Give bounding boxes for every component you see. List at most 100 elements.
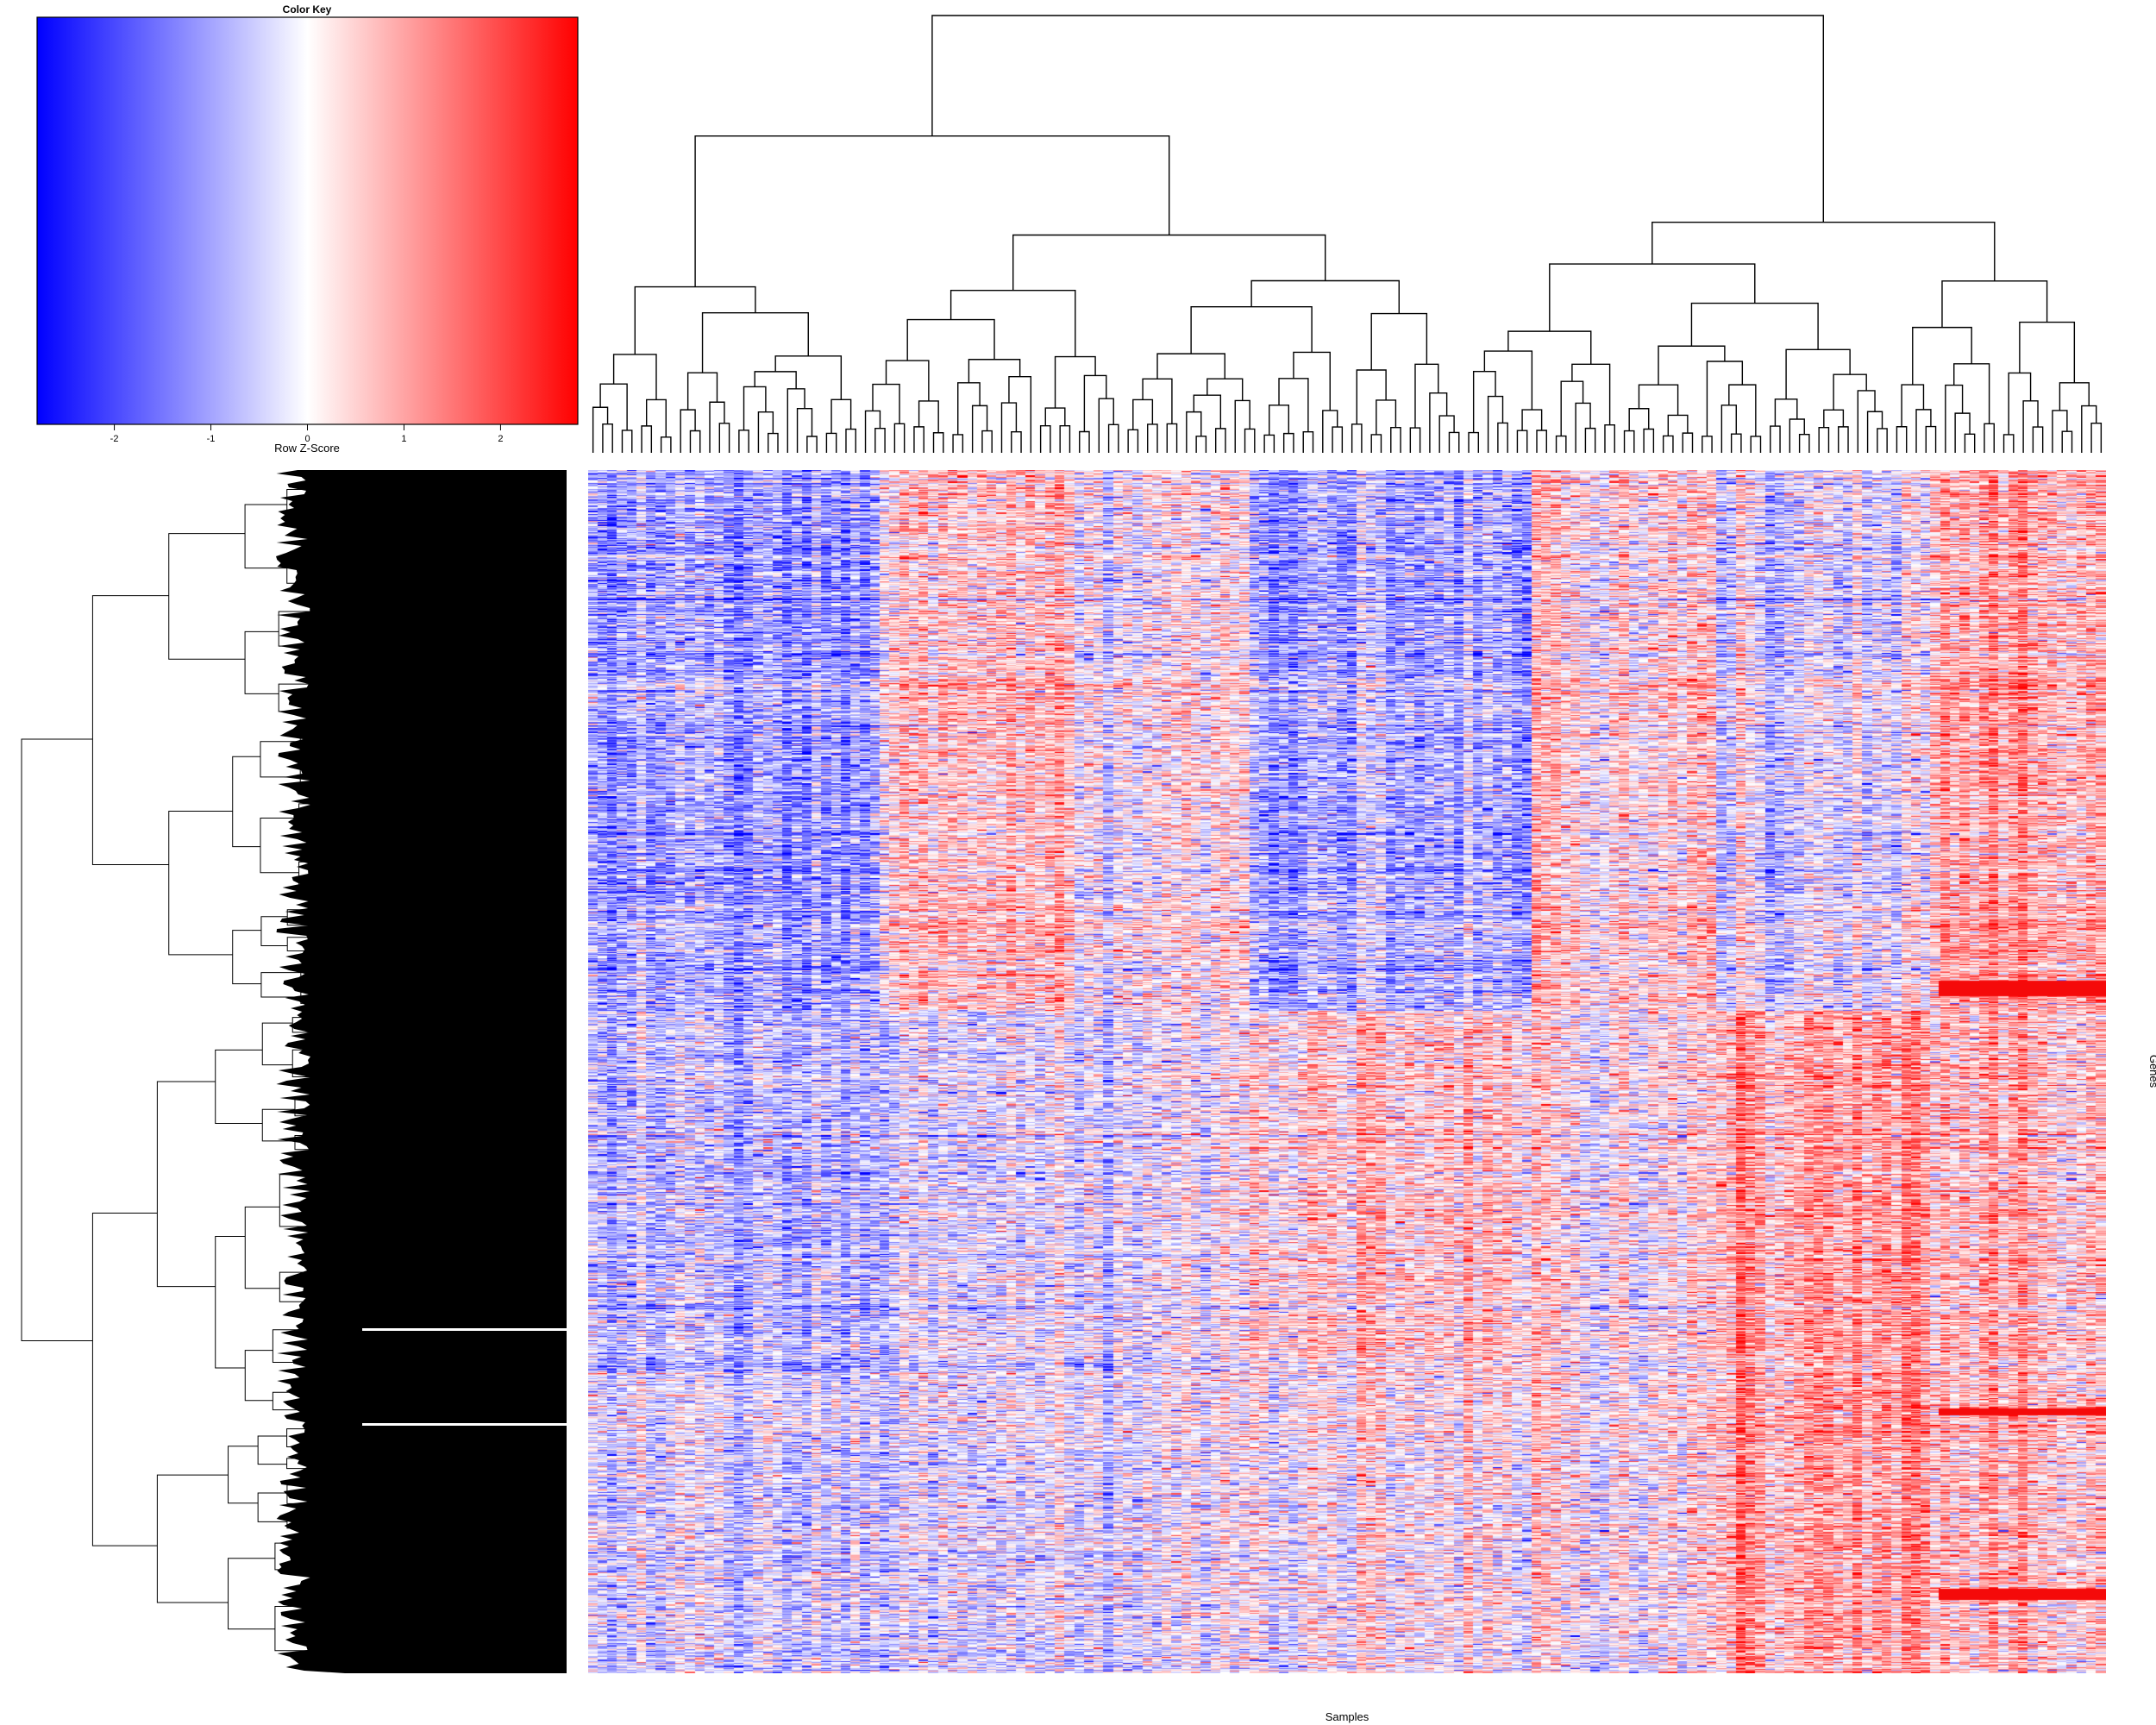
- column-dendrogram-branch: [1206, 378, 1244, 401]
- column-dendrogram-branch: [2052, 410, 2068, 453]
- column-dendrogram-branch: [1915, 409, 1932, 453]
- column-dendrogram-branch: [1925, 425, 1937, 453]
- color-key-xlabel: Row Z-Score: [274, 442, 340, 455]
- column-dendrogram-branch: [634, 285, 756, 354]
- column-dendrogram-branch: [689, 430, 701, 453]
- column-dendrogram-branch: [738, 430, 749, 453]
- column-dendrogram-branch: [932, 432, 944, 453]
- column-dendrogram-branch: [1390, 426, 1401, 453]
- row-dendrogram-leaf-edge: [276, 470, 345, 1673]
- column-dendrogram-branch: [1798, 433, 1810, 453]
- column-dendrogram-branch: [1941, 280, 2048, 328]
- column-dendrogram-branch: [1376, 399, 1397, 435]
- column-dendrogram-branch: [599, 383, 628, 430]
- column-dendrogram-branch: [1269, 405, 1290, 436]
- column-dendrogram-branch: [754, 371, 797, 389]
- color-key-title: Color Key: [283, 3, 332, 16]
- column-dendrogram-branch: [845, 428, 856, 453]
- heatmap-body: [588, 470, 2106, 1673]
- column-dendrogram-branch: [602, 423, 613, 453]
- column-dendrogram-branch: [931, 15, 1824, 223]
- column-dendrogram-branch: [1823, 409, 1845, 428]
- column-dendrogram-branch: [1302, 431, 1314, 453]
- column-dendrogram-branch: [1107, 423, 1119, 453]
- column-dendrogram-branch: [1604, 424, 1615, 453]
- column-dendrogram-branch: [1472, 370, 1496, 433]
- column-dendrogram-branch: [1662, 435, 1674, 453]
- column-dendrogram-branch: [1953, 363, 1990, 424]
- y-axis-label: Genes: [2147, 1055, 2156, 1088]
- column-dendrogram-branch: [1549, 263, 1756, 332]
- column-dendrogram-branch: [1954, 412, 1971, 453]
- column-dendrogram-branch: [2032, 426, 2044, 453]
- column-dendrogram-branch: [1414, 363, 1439, 429]
- column-dendrogram-branch: [718, 423, 730, 453]
- column-dendrogram-branch: [2008, 372, 2032, 435]
- column-dendrogram-branch: [1322, 410, 1338, 453]
- column-dendrogram-branch: [1584, 427, 1596, 453]
- column-dendrogram-branch: [1059, 424, 1071, 453]
- color-key-tick-label: -2: [110, 434, 119, 444]
- column-dendrogram-branch: [1536, 430, 1547, 453]
- column-dendrogram-branch: [1728, 384, 1757, 436]
- column-dendrogram-branch: [2022, 400, 2039, 453]
- column-dendrogram-branch: [1195, 436, 1207, 453]
- heatmap-cells: [588, 470, 2106, 1673]
- column-dendrogram-branch: [971, 405, 988, 453]
- column-dendrogram-branch: [806, 436, 818, 453]
- column-dendrogram-branch: [1789, 418, 1805, 453]
- column-dendrogram-branch: [874, 427, 886, 453]
- column-dendrogram: [592, 15, 2103, 453]
- color-key-tick-label: 2: [498, 434, 503, 444]
- column-dendrogram-branch: [1896, 426, 1908, 453]
- column-dendrogram-branch: [1833, 373, 1867, 411]
- column-dendrogram-branch: [1293, 351, 1331, 411]
- column-dendrogram-branch: [1083, 374, 1107, 432]
- column-dendrogram-branch: [1912, 326, 1972, 386]
- column-dendrogram-branch: [641, 425, 653, 453]
- column-dendrogram-branch: [1166, 423, 1178, 453]
- column-dendrogram-branch: [1770, 425, 1781, 453]
- column-dendrogram-branch: [645, 398, 667, 437]
- column-dendrogram-branch: [592, 406, 609, 453]
- column-dendrogram-branch: [1555, 435, 1567, 453]
- column-dendrogram-branch: [2019, 321, 2076, 383]
- column-dendrogram-branch: [830, 398, 852, 434]
- column-dendrogram-branch: [1127, 429, 1139, 453]
- column-dendrogram-branch: [1706, 361, 1744, 436]
- column-dendrogram-branch: [612, 354, 657, 400]
- column-dendrogram-branch: [1409, 427, 1421, 453]
- column-dendrogram-branch: [1750, 436, 1762, 453]
- column-dendrogram-branch: [686, 372, 718, 411]
- column-dendrogram-branch: [1866, 411, 1883, 453]
- color-key-ticks: -2 -1 0 1 2: [110, 424, 503, 444]
- column-dendrogram-branch: [893, 423, 906, 453]
- column-dendrogram-branch: [1658, 345, 1726, 386]
- column-dendrogram-branch: [1818, 426, 1830, 453]
- column-dendrogram-branch: [1901, 384, 1925, 427]
- column-dendrogram-branch: [2090, 422, 2103, 453]
- column-dendrogram-branch: [1039, 425, 1051, 453]
- column-dendrogram-branch: [1690, 302, 1819, 350]
- column-dendrogram-branch: [1054, 355, 1096, 409]
- column-dendrogram-branch: [1730, 433, 1742, 453]
- column-dendrogram-branch: [1370, 434, 1382, 453]
- column-dendrogram-branch: [913, 426, 924, 453]
- column-dendrogram-branch: [950, 290, 1076, 357]
- column-dendrogram-branch: [1332, 426, 1344, 453]
- column-dendrogram-branch: [1838, 426, 1849, 453]
- column-dendrogram-branch: [1468, 431, 1480, 453]
- color-key-gradient: [36, 16, 579, 425]
- column-dendrogram-branch: [2061, 430, 2073, 453]
- column-dendrogram-branch: [660, 436, 672, 453]
- column-dendrogram-branch: [1012, 234, 1326, 291]
- column-dendrogram-branch: [1945, 384, 1964, 453]
- column-dendrogram-branch: [709, 401, 725, 453]
- column-dendrogram-branch: [1250, 279, 1400, 314]
- column-dendrogram-branch: [1877, 428, 1888, 453]
- color-key-tick-label: 0: [304, 434, 310, 444]
- column-dendrogram-branch: [1516, 430, 1528, 453]
- column-dendrogram-branch: [981, 430, 993, 453]
- column-dendrogram-branch: [1011, 431, 1022, 453]
